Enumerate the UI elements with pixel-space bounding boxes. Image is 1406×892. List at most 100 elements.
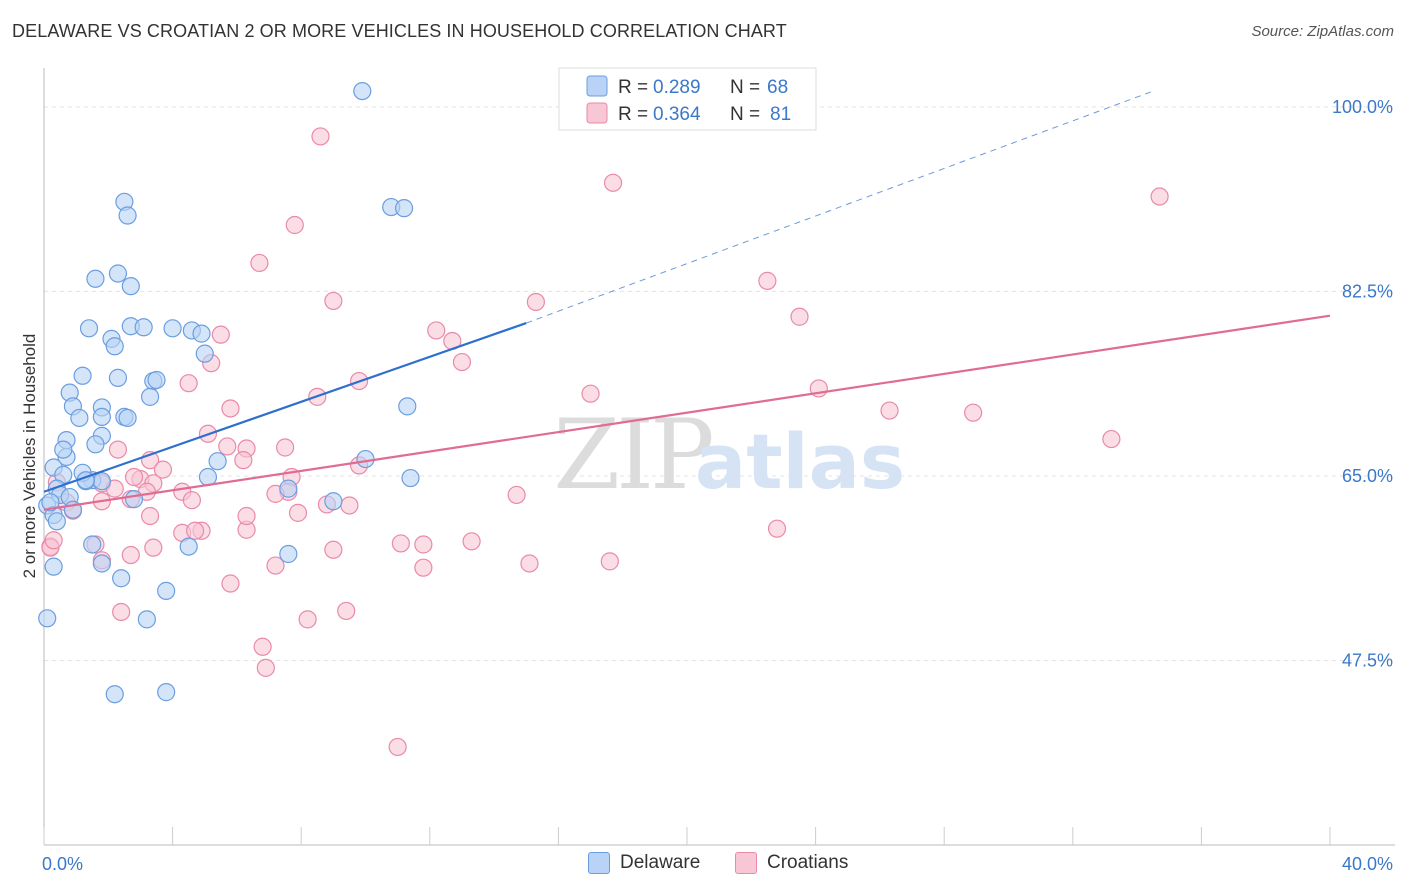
axes-layer — [43, 68, 1395, 846]
croatians-point — [452, 352, 472, 372]
croatians-point — [218, 437, 237, 456]
legend-r-label-delaware: R = — [618, 77, 648, 98]
croatians-point — [179, 374, 198, 393]
croatians-trend-line — [43, 314, 1331, 511]
croatians-point — [256, 658, 275, 677]
legend-n-value-croatians: 81 — [770, 104, 791, 125]
legend-bottom: Delaware Croatians — [0, 852, 1406, 878]
delaware-point — [398, 397, 417, 416]
legend-bottom-swatch-croatians — [735, 852, 757, 874]
delaware-trend-line — [43, 322, 527, 493]
delaware-point — [83, 535, 102, 554]
delaware-point — [147, 370, 166, 390]
croatians-point — [391, 534, 410, 553]
y-tick-label: 100.0% — [1332, 97, 1393, 117]
croatians-point — [1150, 187, 1169, 206]
watermark: ZIP atlas — [553, 399, 905, 511]
delaware-point — [208, 452, 227, 471]
croatians-point — [767, 519, 787, 538]
delaware-point — [108, 368, 128, 387]
delaware-point — [353, 81, 372, 101]
legend-r-value-delaware: 0.289 — [653, 77, 701, 98]
croatians-point — [285, 215, 304, 235]
croatians-point — [221, 574, 240, 593]
legend-r-value-croatians: 0.364 — [653, 104, 701, 125]
delaware-point — [394, 199, 414, 218]
legend-bottom-label-croatians: Croatians — [767, 852, 849, 873]
trend-lines — [43, 90, 1331, 511]
delaware-point — [121, 277, 140, 296]
delaware-point — [54, 440, 73, 459]
croatians-point — [211, 325, 230, 344]
source-attribution: Source: ZipAtlas.com — [1251, 23, 1394, 40]
delaware-point — [105, 337, 124, 356]
croatians-point — [340, 496, 359, 515]
croatians-point — [526, 292, 545, 312]
delaware-trend-extension — [526, 90, 1154, 324]
croatians-point — [44, 531, 63, 550]
delaware-point — [86, 269, 105, 288]
watermark-zip: ZIP — [553, 399, 712, 511]
croatians-point — [144, 538, 163, 557]
delaware-point — [157, 581, 176, 600]
croatians-point — [462, 532, 481, 551]
legend-n-label-delaware: N = — [730, 77, 760, 98]
croatians-point — [388, 737, 407, 757]
delaware-point — [92, 554, 111, 573]
delaware-point — [70, 408, 89, 428]
legend-n-value-delaware: 68 — [767, 77, 788, 98]
croatians-point — [414, 535, 433, 554]
delaware-point — [124, 490, 144, 509]
y-tick-labels: 100.0% 82.5% 65.0% 47.5% — [1332, 97, 1393, 671]
y-tick-label: 47.5% — [1342, 650, 1393, 670]
croatians-point — [221, 399, 240, 418]
croatians-point — [186, 521, 205, 540]
delaware-point — [92, 472, 111, 491]
y-tick-label: 82.5% — [1342, 281, 1393, 301]
x-tick-label: 0.0% — [42, 854, 83, 874]
delaware-point — [108, 264, 128, 283]
croatians-point — [108, 440, 128, 459]
croatians-point — [140, 506, 160, 526]
croatians-point — [790, 307, 809, 326]
legend-bottom-label-delaware: Delaware — [620, 852, 701, 873]
delaware-point — [195, 344, 214, 363]
croatians-point — [250, 253, 269, 273]
delaware-point — [324, 492, 343, 511]
delaware-point — [137, 610, 156, 629]
delaware-point — [279, 479, 298, 498]
delaware-point — [134, 318, 153, 337]
y-axis-label: 2 or more Vehicles in Household — [20, 334, 39, 579]
croatians-point — [581, 384, 600, 403]
croatians-point — [324, 540, 343, 559]
croatians-point — [880, 401, 899, 420]
grid-layer — [44, 106, 1395, 661]
croatians-point — [758, 271, 777, 290]
delaware-point — [192, 324, 211, 343]
delaware-point — [401, 468, 420, 488]
croatians-point — [276, 438, 295, 457]
delaware-point — [118, 206, 137, 225]
delaware-point — [41, 493, 60, 512]
legend-top: R = 0.289 N = 68 R = 0.364 N = 81 — [558, 67, 817, 131]
y-tick-label: 65.0% — [1342, 466, 1393, 486]
delaware-point — [279, 544, 298, 564]
croatians-point — [234, 451, 253, 470]
croatians-point — [253, 637, 272, 656]
delaware-point — [44, 557, 63, 576]
legend-bottom-swatch-delaware — [588, 852, 610, 874]
croatians-point — [182, 491, 201, 510]
delaware-points — [38, 81, 420, 704]
delaware-point — [179, 537, 198, 556]
delaware-point — [79, 319, 99, 338]
delaware-point — [157, 683, 176, 702]
delaware-point — [163, 319, 182, 338]
x-tick-labels: 0.0% 40.0% — [42, 854, 1393, 874]
croatians-point — [507, 485, 526, 505]
croatians-point — [414, 558, 433, 577]
croatians-point — [1102, 429, 1121, 449]
legend-swatch-croatians — [586, 102, 608, 124]
delaware-point — [356, 449, 375, 469]
croatians-point — [520, 554, 539, 573]
